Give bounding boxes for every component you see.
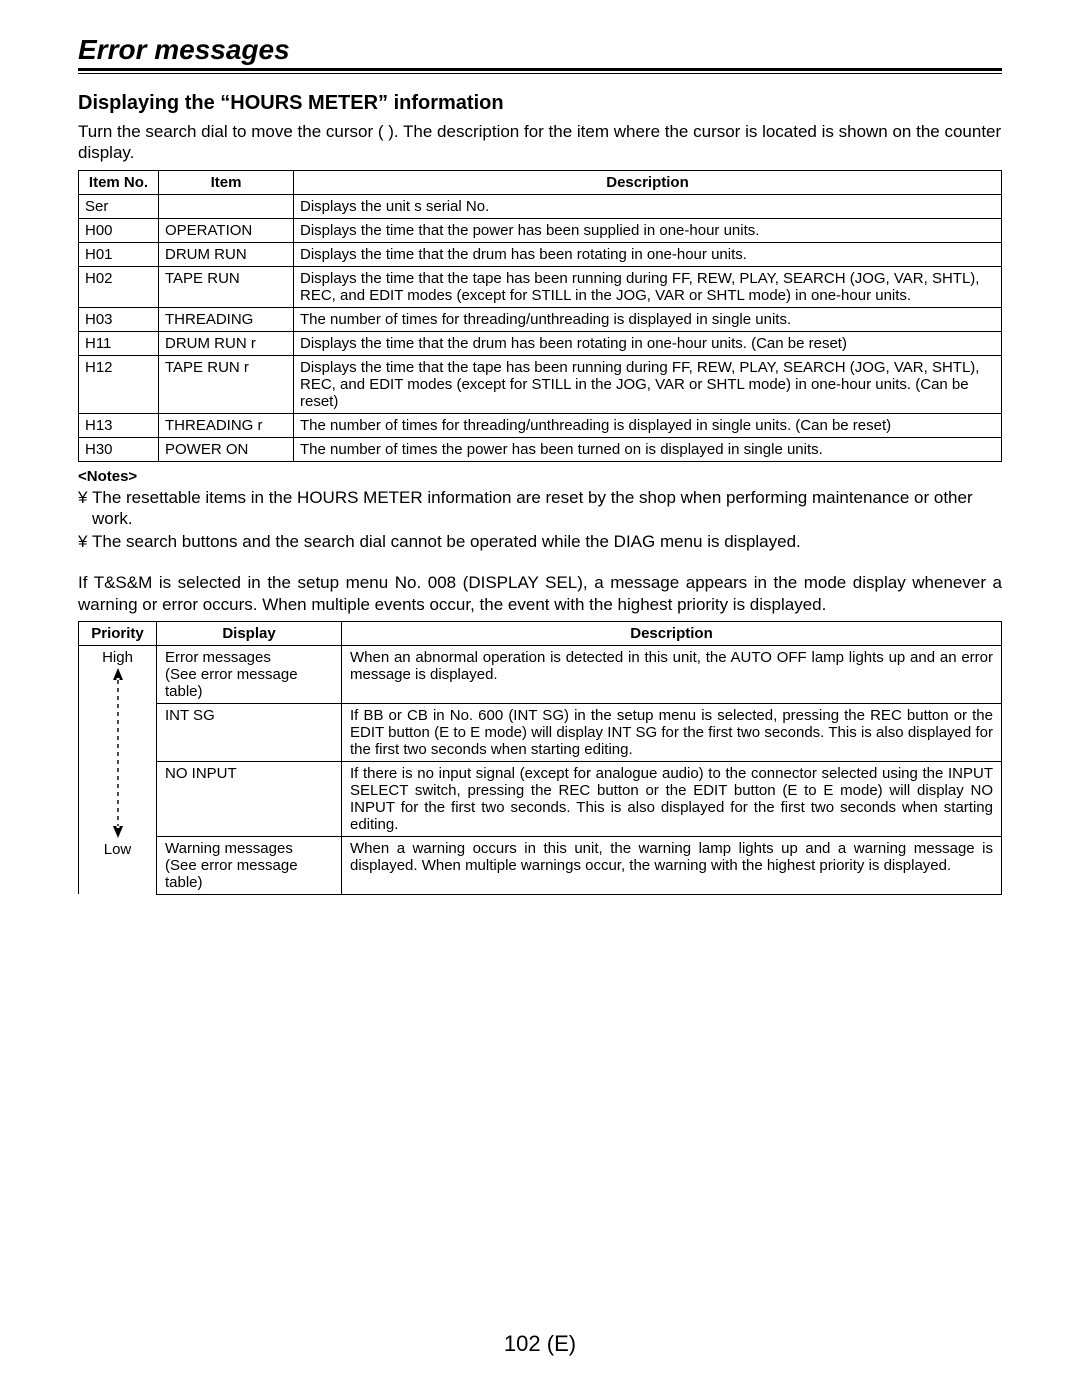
table-row: NO INPUT If there is no input signal (ex… — [79, 761, 1002, 836]
display-cell: NO INPUT — [157, 761, 342, 836]
title-rule-thin — [78, 73, 1002, 74]
section-heading: Displaying the “HOURS METER” information — [78, 92, 1002, 115]
display-cell: Warning messages (See error message tabl… — [157, 836, 342, 894]
display-line1: Warning messages — [165, 840, 293, 857]
table-cell: H01 — [79, 242, 159, 266]
table-row: H30POWER ONThe number of times the power… — [79, 437, 1002, 461]
table-row: High Low Error messages (See error messa… — [79, 645, 1002, 703]
page-title: Error messages — [78, 34, 1002, 66]
col-header: Display — [157, 621, 342, 645]
bullet-icon: ¥ — [78, 531, 92, 552]
display-line2: (See error message table) — [165, 857, 298, 891]
table-row: INT SG If BB or CB in No. 600 (INT SG) i… — [79, 703, 1002, 761]
notes-list: ¥The resettable items in the HOURS METER… — [78, 487, 1002, 553]
col-header: Description — [342, 621, 1002, 645]
table-row: H02TAPE RUNDisplays the time that the ta… — [79, 266, 1002, 307]
table-cell: The number of times for threading/unthre… — [294, 307, 1002, 331]
table-cell: H11 — [79, 331, 159, 355]
table-cell: DRUM RUN r — [159, 331, 294, 355]
note-item: ¥The search buttons and the search dial … — [78, 531, 1002, 552]
table-cell: H30 — [79, 437, 159, 461]
intro-text: Turn the search dial to move the cursor … — [78, 121, 1002, 164]
priority-low-label: Low — [79, 841, 156, 858]
table-row: H12TAPE RUN rDisplays the time that the … — [79, 355, 1002, 413]
table-row: H00OPERATIONDisplays the time that the p… — [79, 218, 1002, 242]
table-header-row: Item No. Item Description — [79, 170, 1002, 194]
page-number: 102 (E) — [0, 1331, 1080, 1357]
display-cell: INT SG — [157, 703, 342, 761]
table-cell: Displays the time that the tape has been… — [294, 355, 1002, 413]
table-cell: Displays the time that the drum has been… — [294, 331, 1002, 355]
display-line1: NO INPUT — [165, 765, 237, 782]
table-cell: OPERATION — [159, 218, 294, 242]
table-cell: DRUM RUN — [159, 242, 294, 266]
table-cell: POWER ON — [159, 437, 294, 461]
table-cell — [159, 194, 294, 218]
table-cell: Displays the time that the drum has been… — [294, 242, 1002, 266]
col-header: Item — [159, 170, 294, 194]
bullet-icon: ¥ — [78, 487, 92, 508]
table-cell: H02 — [79, 266, 159, 307]
display-cell: Error messages (See error message table) — [157, 645, 342, 703]
table-cell: Displays the time that the tape has been… — [294, 266, 1002, 307]
table-row: H11DRUM RUN rDisplays the time that the … — [79, 331, 1002, 355]
table-row: Ser Displays the unit s serial No. — [79, 194, 1002, 218]
table-cell: Displays the unit s serial No. — [294, 194, 1002, 218]
col-header: Description — [294, 170, 1002, 194]
table-header-row: Priority Display Description — [79, 621, 1002, 645]
table-row: H13THREADING rThe number of times for th… — [79, 413, 1002, 437]
display-line2: (See error message table) — [165, 666, 298, 700]
note-item: ¥The resettable items in the HOURS METER… — [78, 487, 1002, 530]
table-cell: H13 — [79, 413, 159, 437]
notes-heading: <Notes> — [78, 468, 1002, 485]
description-cell: If BB or CB in No. 600 (INT SG) in the s… — [342, 703, 1002, 761]
table-row: H03THREADINGThe number of times for thre… — [79, 307, 1002, 331]
table-cell: Ser — [79, 194, 159, 218]
priority-high-label: High — [79, 649, 156, 666]
priority-cell: High Low — [79, 645, 157, 894]
display-line1: INT SG — [165, 707, 215, 724]
title-rule-thick — [78, 68, 1002, 71]
document-page: Error messages Displaying the “HOURS MET… — [0, 0, 1080, 1397]
table-cell: The number of times for threading/unthre… — [294, 413, 1002, 437]
table-cell: The number of times the power has been t… — [294, 437, 1002, 461]
table-cell: TAPE RUN r — [159, 355, 294, 413]
table-row: H01DRUM RUNDisplays the time that the dr… — [79, 242, 1002, 266]
table-cell: TAPE RUN — [159, 266, 294, 307]
display-line1: Error messages — [165, 649, 271, 666]
col-header: Item No. — [79, 170, 159, 194]
description-cell: If there is no input signal (except for … — [342, 761, 1002, 836]
hours-meter-table: Item No. Item Description Ser Displays th… — [78, 170, 1002, 462]
table-cell: H00 — [79, 218, 159, 242]
priority-table: Priority Display Description High Low Er… — [78, 621, 1002, 895]
priority-arrow-icon — [111, 668, 125, 838]
table-cell: H03 — [79, 307, 159, 331]
description-cell: When an abnormal operation is detected i… — [342, 645, 1002, 703]
table-cell: THREADING r — [159, 413, 294, 437]
description-cell: When a warning occurs in this unit, the … — [342, 836, 1002, 894]
table-cell: H12 — [79, 355, 159, 413]
table-cell: Displays the time that the power has bee… — [294, 218, 1002, 242]
col-header: Priority — [79, 621, 157, 645]
priority-intro: If T&S&M is selected in the setup menu N… — [78, 572, 1002, 615]
table-cell: THREADING — [159, 307, 294, 331]
table-row: Warning messages (See error message tabl… — [79, 836, 1002, 894]
